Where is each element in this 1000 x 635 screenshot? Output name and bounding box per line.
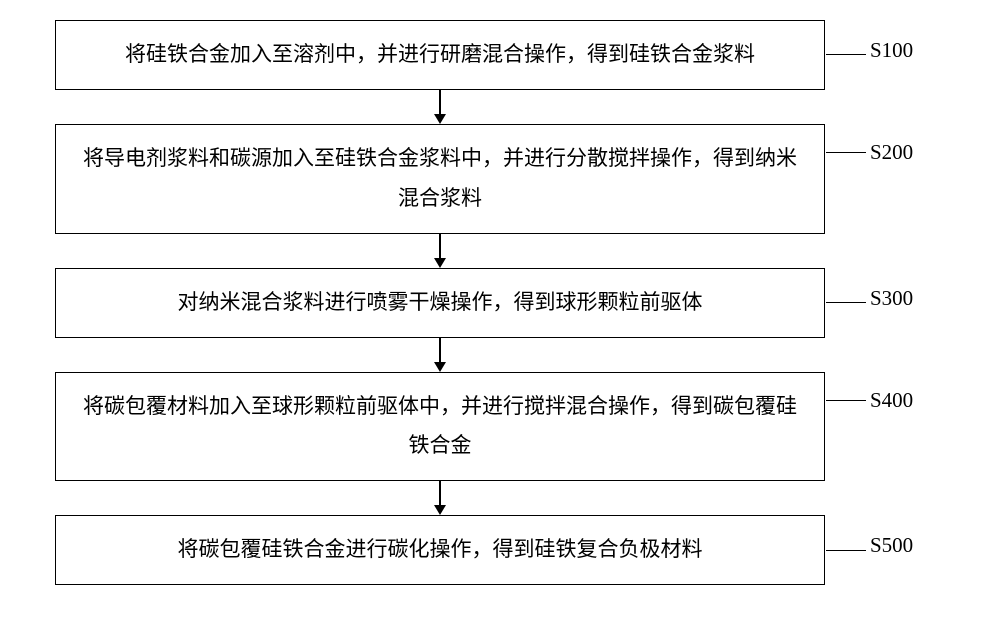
arrow-line bbox=[439, 234, 441, 258]
step-text: 将导电剂浆料和碳源加入至硅铁合金浆料中，并进行分散搅拌操作，得到纳米混合浆料 bbox=[74, 139, 806, 219]
step-label-s300: S300 bbox=[870, 286, 913, 311]
step-label-s500: S500 bbox=[870, 533, 913, 558]
connector-line bbox=[826, 550, 866, 551]
arrow-4 bbox=[434, 481, 446, 515]
arrow-head bbox=[434, 362, 446, 372]
arrow-head bbox=[434, 505, 446, 515]
arrow-2 bbox=[434, 234, 446, 268]
step-label-s200: S200 bbox=[870, 140, 913, 165]
arrow-1 bbox=[434, 90, 446, 124]
arrow-head bbox=[434, 258, 446, 268]
arrow-line bbox=[439, 90, 441, 114]
step-text: 将碳包覆材料加入至球形颗粒前驱体中，并进行搅拌混合操作，得到碳包覆硅铁合金 bbox=[74, 387, 806, 467]
arrow-head bbox=[434, 114, 446, 124]
arrow-line bbox=[439, 481, 441, 505]
arrow-3 bbox=[434, 338, 446, 372]
flowchart-container: 将硅铁合金加入至溶剂中，并进行研磨混合操作，得到硅铁合金浆料 S100 将导电剂… bbox=[0, 20, 1000, 585]
step-box-s100: 将硅铁合金加入至溶剂中，并进行研磨混合操作，得到硅铁合金浆料 bbox=[55, 20, 825, 90]
step-row-4: 将碳包覆材料加入至球形颗粒前驱体中，并进行搅拌混合操作，得到碳包覆硅铁合金 S4… bbox=[0, 372, 1000, 482]
step-label-s400: S400 bbox=[870, 388, 913, 413]
connector-line bbox=[826, 400, 866, 401]
step-row-3: 对纳米混合浆料进行喷雾干燥操作，得到球形颗粒前驱体 S300 bbox=[0, 268, 1000, 338]
connector-line bbox=[826, 54, 866, 55]
connector-line bbox=[826, 152, 866, 153]
step-label-s100: S100 bbox=[870, 38, 913, 63]
arrow-line bbox=[439, 338, 441, 362]
step-box-s200: 将导电剂浆料和碳源加入至硅铁合金浆料中，并进行分散搅拌操作，得到纳米混合浆料 bbox=[55, 124, 825, 234]
step-box-s500: 将碳包覆硅铁合金进行碳化操作，得到硅铁复合负极材料 bbox=[55, 515, 825, 585]
step-text: 将硅铁合金加入至溶剂中，并进行研磨混合操作，得到硅铁合金浆料 bbox=[125, 35, 755, 75]
step-box-s400: 将碳包覆材料加入至球形颗粒前驱体中，并进行搅拌混合操作，得到碳包覆硅铁合金 bbox=[55, 372, 825, 482]
step-text: 对纳米混合浆料进行喷雾干燥操作，得到球形颗粒前驱体 bbox=[178, 283, 703, 323]
connector-line bbox=[826, 302, 866, 303]
step-row-5: 将碳包覆硅铁合金进行碳化操作，得到硅铁复合负极材料 S500 bbox=[0, 515, 1000, 585]
step-box-s300: 对纳米混合浆料进行喷雾干燥操作，得到球形颗粒前驱体 bbox=[55, 268, 825, 338]
step-row-2: 将导电剂浆料和碳源加入至硅铁合金浆料中，并进行分散搅拌操作，得到纳米混合浆料 S… bbox=[0, 124, 1000, 234]
step-row-1: 将硅铁合金加入至溶剂中，并进行研磨混合操作，得到硅铁合金浆料 S100 bbox=[0, 20, 1000, 90]
step-text: 将碳包覆硅铁合金进行碳化操作，得到硅铁复合负极材料 bbox=[178, 530, 703, 570]
